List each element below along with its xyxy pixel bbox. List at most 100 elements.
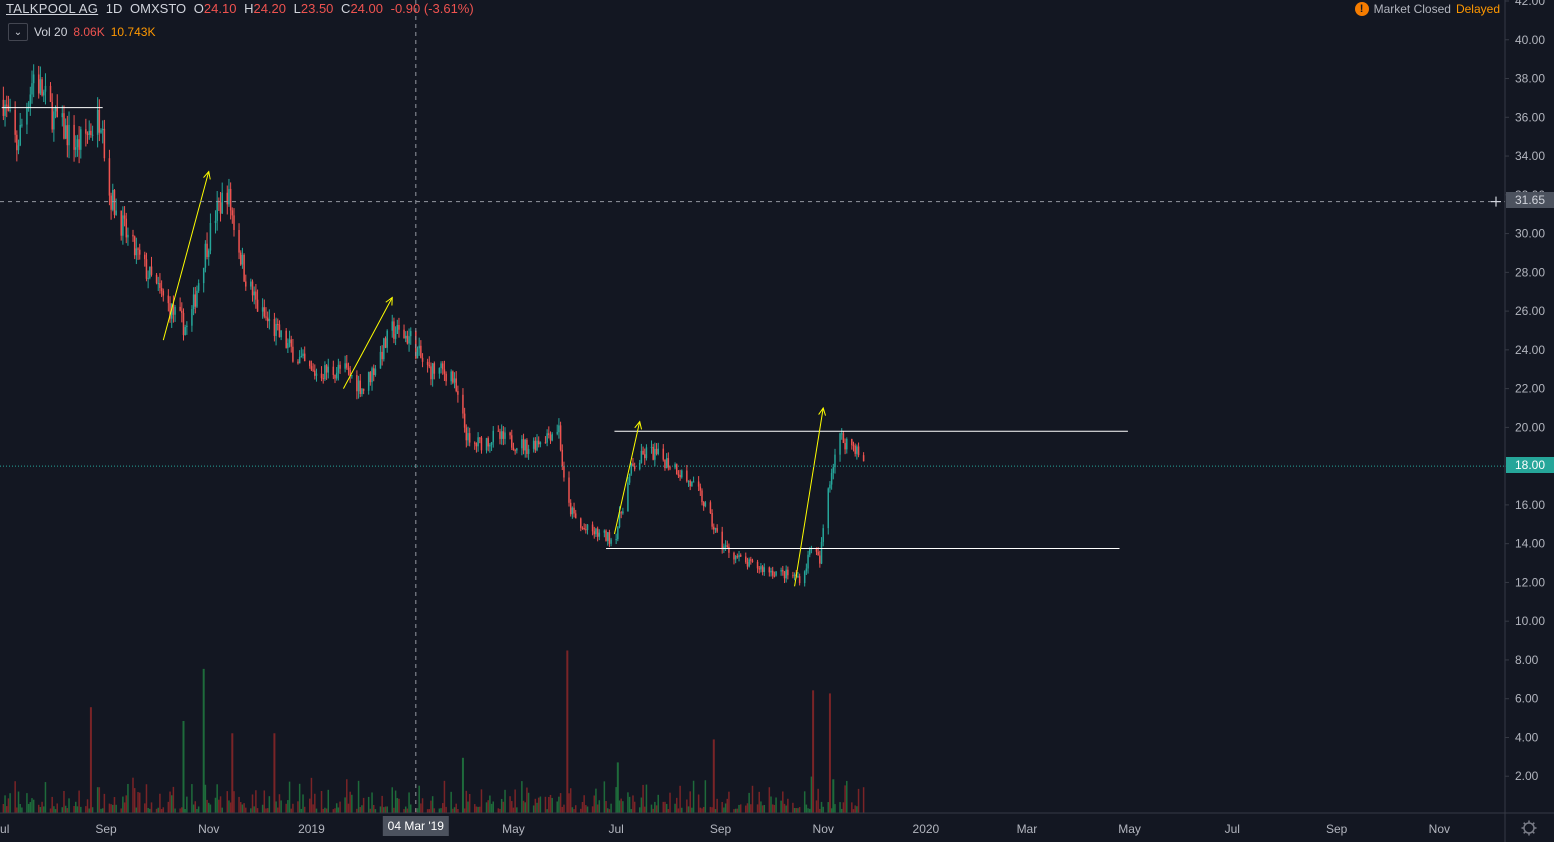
volume-bar (692, 780, 695, 813)
trend-arrow-line[interactable] (162, 171, 210, 341)
candle (144, 254, 146, 260)
candle (191, 308, 193, 326)
candle (78, 139, 80, 150)
market-status[interactable]: ! Market Closed Delayed (1354, 2, 1500, 16)
candle (90, 130, 92, 135)
volume-bar (43, 806, 45, 813)
candle (182, 312, 185, 336)
volume-bar (346, 779, 348, 813)
volume-bar (561, 806, 564, 813)
volume-bar (640, 797, 643, 813)
price-tick-label: 40.00 (1515, 33, 1545, 47)
candle (862, 455, 865, 462)
candle (522, 439, 525, 451)
time-axis[interactable]: JulSepNov2019MarMayJulSepNov2020MarMayJu… (0, 812, 1554, 836)
candle (640, 450, 643, 463)
volume-bar (410, 804, 412, 813)
chevron-down-icon[interactable]: ⌄ (8, 23, 28, 41)
volume-bar (181, 807, 183, 813)
candle (273, 318, 276, 336)
candle (595, 528, 597, 535)
volume-bar (312, 804, 314, 813)
volume-bar (123, 802, 126, 813)
volume-bar (268, 796, 271, 813)
trend-arrow-line[interactable] (794, 407, 824, 587)
volume-bar (468, 793, 471, 813)
volume-bar (261, 804, 264, 813)
volume-bar (586, 806, 589, 813)
candle (785, 569, 787, 579)
candle (502, 431, 505, 439)
candle (410, 331, 412, 337)
volume-bar (854, 805, 856, 813)
candle (169, 303, 171, 319)
volume-bar (544, 796, 547, 813)
symbol-name[interactable]: TALKPOOL AG (6, 1, 99, 16)
close-value: 24.00 (350, 1, 383, 16)
volume-bar (17, 791, 20, 813)
candle (630, 463, 633, 474)
volume-bar (256, 808, 259, 813)
candle (546, 433, 548, 443)
candle (312, 369, 314, 371)
candle (644, 454, 646, 459)
volume-bar (253, 806, 255, 813)
candle (450, 371, 452, 382)
volume-bar (532, 805, 535, 813)
volume-bar (174, 808, 176, 813)
volume-bar (642, 784, 644, 813)
candle (43, 91, 45, 96)
horizontal-levels[interactable] (1, 107, 1128, 550)
candle (369, 372, 372, 383)
candle (76, 139, 79, 148)
trend-arrow-line[interactable] (613, 421, 641, 535)
crosshair (0, 0, 1505, 813)
volume-bar (285, 803, 287, 813)
candle (443, 369, 446, 374)
plus-icon[interactable] (1491, 196, 1501, 207)
volume-bar (7, 798, 10, 813)
volume-bar (664, 801, 666, 813)
price-tick-label: 22.00 (1515, 382, 1545, 396)
price-tick-label: 42.00 (1515, 0, 1545, 8)
volume-bar (9, 793, 11, 813)
volume-bar (492, 801, 494, 813)
volume-bar (371, 792, 373, 813)
volume-bar (384, 806, 387, 813)
volume-bar (475, 806, 478, 813)
candle (202, 267, 205, 284)
candle (569, 502, 572, 515)
volume-bar (758, 791, 760, 813)
volume-bar (797, 808, 799, 813)
volume-bar (709, 806, 712, 813)
volume-bar (160, 809, 163, 813)
volume-bar (526, 787, 528, 813)
volume-bar (396, 798, 399, 813)
candle (477, 437, 479, 447)
trend-arrow-line[interactable] (342, 297, 393, 389)
price-tick-label: 28.00 (1515, 265, 1545, 279)
trend-arrows[interactable] (162, 170, 826, 587)
volume-bar (191, 784, 193, 813)
volume-bar (86, 799, 89, 813)
volume-bar (14, 781, 16, 813)
volume-bar (771, 804, 774, 813)
timeframe[interactable]: 1D (105, 1, 123, 16)
gear-icon[interactable] (1521, 820, 1537, 836)
candle (857, 446, 860, 456)
price-tick-label: 8.00 (1515, 653, 1539, 667)
volume-bar (138, 792, 141, 813)
volume-bar (583, 795, 585, 813)
volume-bar (426, 809, 429, 813)
volume-bar (840, 808, 843, 813)
volume-bar (169, 791, 171, 813)
candle (310, 366, 313, 370)
volume-spike-bar (231, 733, 234, 813)
candle (408, 336, 410, 344)
volume-bar (650, 804, 653, 813)
volume-bar (473, 804, 476, 813)
candle (534, 440, 537, 451)
candle (723, 546, 725, 550)
price-axis[interactable]: 42.0040.0038.0036.0034.0032.0030.0028.00… (1491, 0, 1545, 842)
